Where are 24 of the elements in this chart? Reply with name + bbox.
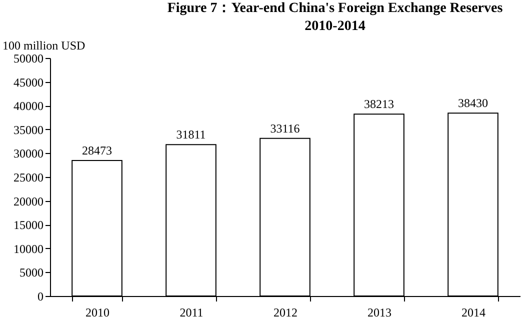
y-tick-label: 10000	[14, 242, 44, 256]
x-tick-label: 2011	[180, 306, 204, 320]
chart-subtitle: 2010-2014	[304, 19, 366, 34]
y-tick-label: 5000	[20, 266, 44, 280]
y-tick-label: 15000	[14, 218, 44, 232]
x-tick-label: 2014	[462, 306, 486, 320]
x-tick-label: 2012	[274, 306, 298, 320]
x-tick-label: 2010	[86, 306, 110, 320]
y-tick-label: 40000	[14, 99, 44, 114]
y-tick-label: 20000	[14, 194, 44, 208]
y-tick-label: 45000	[14, 75, 44, 90]
data-label: 38213	[364, 97, 394, 112]
data-label: 28473	[82, 143, 112, 158]
chart-title: Figure 7：Year-end China's Foreign Exchange Reserves	[167, 1, 504, 16]
y-tick-label: 50000	[14, 52, 44, 66]
x-tick-label: 2013	[368, 306, 392, 320]
data-label: 33116	[270, 121, 300, 136]
y-tick-label: 0	[38, 290, 44, 304]
data-label: 38430	[458, 96, 488, 110]
y-axis-title: 100 million USD	[2, 38, 86, 52]
y-tick-label: 35000	[14, 122, 44, 137]
y-tick-label: 25000	[14, 170, 44, 184]
data-label: 31811	[176, 128, 206, 142]
y-tick-label: 30000	[14, 146, 44, 161]
